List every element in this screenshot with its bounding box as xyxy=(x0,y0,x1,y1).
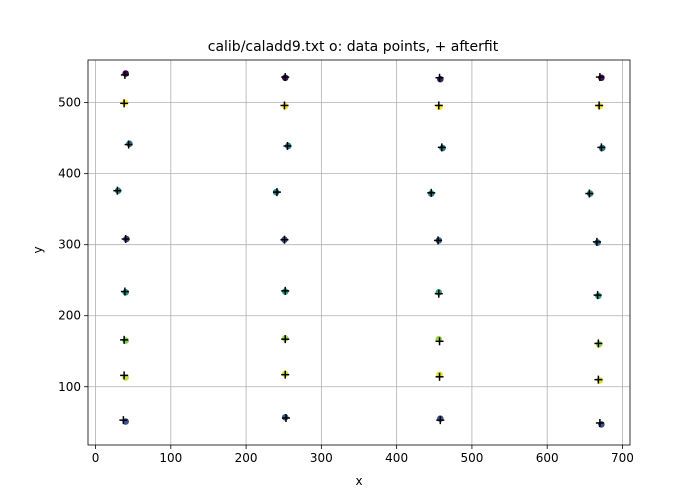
afterfit-point xyxy=(121,235,130,244)
afterfit-point xyxy=(281,335,290,344)
afterfit-point xyxy=(280,101,289,110)
data-point xyxy=(437,75,444,83)
afterfit-point xyxy=(437,143,446,152)
afterfit-point xyxy=(427,188,436,197)
y-tick-label: 100 xyxy=(58,380,81,394)
x-tick-label: 200 xyxy=(235,451,258,465)
afterfit-point xyxy=(435,73,444,82)
y-tick-label: 500 xyxy=(58,96,81,110)
afterfit-point xyxy=(595,101,604,110)
afterfit-point xyxy=(281,370,290,379)
y-axis-label: y xyxy=(31,246,45,253)
x-tick-label: 700 xyxy=(611,451,634,465)
afterfit-point xyxy=(435,337,444,346)
afterfit-point xyxy=(281,286,290,295)
afterfit-point xyxy=(435,372,444,381)
afterfit-point xyxy=(436,416,445,425)
data-point xyxy=(436,103,443,111)
grid-lines xyxy=(88,60,630,445)
afterfit-point xyxy=(595,418,604,427)
data-point xyxy=(598,421,605,428)
x-tick-label: 300 xyxy=(310,451,333,465)
x-tick-label: 600 xyxy=(536,451,559,465)
afterfit-point xyxy=(434,236,443,245)
plot-border xyxy=(87,59,631,446)
afterfit-point xyxy=(594,339,603,348)
x-tick-label: 400 xyxy=(385,451,408,465)
x-axis-label: x xyxy=(355,474,362,488)
y-tick-label: 300 xyxy=(58,238,81,252)
afterfit-point xyxy=(281,73,290,82)
afterfit-point xyxy=(120,287,129,296)
x-tick-label: 0 xyxy=(92,451,100,465)
afterfit-point xyxy=(120,70,129,79)
chart-title: calib/caladd9.txt o: data points, + afte… xyxy=(208,39,499,55)
afterfit-point xyxy=(594,375,603,384)
x-tick-label: 500 xyxy=(460,451,483,465)
afterfit-point xyxy=(120,335,129,344)
afterfit-point xyxy=(119,416,128,425)
afterfit-point xyxy=(281,414,290,423)
y-axis-ticks: 100 200 300 400 500 xyxy=(58,96,88,394)
afterfit-points xyxy=(113,70,606,427)
afterfit-point xyxy=(283,141,292,150)
x-tick-label: 100 xyxy=(159,451,182,465)
data-point xyxy=(122,70,129,77)
afterfit-point xyxy=(120,371,129,380)
afterfit-point xyxy=(434,101,443,110)
afterfit-point xyxy=(597,143,606,152)
afterfit-point xyxy=(592,237,601,246)
afterfit-point xyxy=(595,73,604,82)
afterfit-point xyxy=(280,235,289,244)
axes-frame xyxy=(87,59,631,446)
afterfit-point xyxy=(124,140,133,149)
afterfit-point xyxy=(113,186,122,195)
y-tick-label: 200 xyxy=(58,309,81,323)
x-axis-ticks: 0 100 200 300 400 500 600 700 xyxy=(92,445,634,465)
y-tick-label: 400 xyxy=(58,167,81,181)
afterfit-point xyxy=(272,188,281,197)
afterfit-point xyxy=(120,99,129,108)
afterfit-point xyxy=(593,291,602,300)
afterfit-point xyxy=(585,189,594,198)
afterfit-point xyxy=(434,289,443,298)
